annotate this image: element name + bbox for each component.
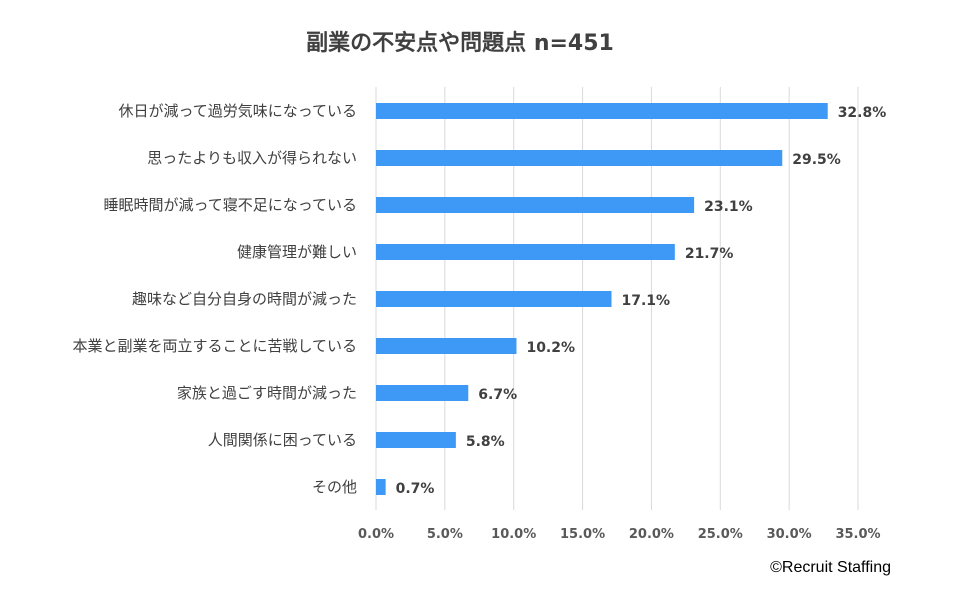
value-label: 5.8% xyxy=(466,434,505,450)
value-label: 6.7% xyxy=(478,387,517,403)
category-label: 休日が減って過労気味になっている xyxy=(118,102,357,120)
bar xyxy=(376,197,695,213)
chart-title: 副業の不安点や問題点 n=451 xyxy=(306,30,614,56)
bar xyxy=(376,244,675,260)
x-tick-label: 5.0% xyxy=(427,527,463,542)
x-tick-labels: 0.0% 5.0% 10.0% 15.0% 20.0% 25.0% 30.0% 35.0% xyxy=(358,527,881,542)
value-labels: 32.8% 29.5% 23.1% 21.7% 17.1% 10.2% 6.7% 5.8% 0.… xyxy=(396,105,887,497)
category-label: その他 xyxy=(312,478,357,496)
value-label: 32.8% xyxy=(838,105,887,121)
category-label: 本業と副業を両立することに苦戦している xyxy=(72,337,357,355)
category-label: 健康管理が難しい xyxy=(237,243,357,261)
bar xyxy=(376,479,386,495)
x-tick-label: 15.0% xyxy=(560,527,605,542)
copyright-credit: ©Recruit Staffing xyxy=(770,559,891,576)
bars xyxy=(376,103,828,495)
value-label: 29.5% xyxy=(792,152,841,168)
value-label: 21.7% xyxy=(685,246,734,262)
category-label: 家族と過ごす時間が減った xyxy=(177,384,357,402)
category-label: 思ったよりも収入が得られない xyxy=(147,149,357,167)
x-tick-label: 0.0% xyxy=(358,527,394,542)
bar xyxy=(376,338,517,354)
category-label: 睡眠時間が減って寝不足になっている xyxy=(103,196,357,214)
x-tick-label: 10.0% xyxy=(491,527,536,542)
bar xyxy=(376,385,469,401)
category-label: 人間関係に困っている xyxy=(208,431,357,449)
category-labels: 休日が減って過労気味になっている思ったよりも収入が得られない睡眠時間が減って寝不… xyxy=(72,102,357,496)
x-tick-label: 30.0% xyxy=(767,527,812,542)
value-label: 10.2% xyxy=(526,340,575,356)
value-label: 23.1% xyxy=(704,199,753,215)
bar xyxy=(376,103,828,119)
x-tick-label: 25.0% xyxy=(698,527,743,542)
bar xyxy=(376,291,612,307)
bar xyxy=(376,432,456,448)
value-label: 0.7% xyxy=(396,481,435,497)
bar xyxy=(376,150,783,166)
category-label: 趣味など自分自身の時間が減った xyxy=(132,290,357,308)
x-tick-label: 20.0% xyxy=(629,527,674,542)
value-label: 17.1% xyxy=(621,293,670,309)
x-tick-label: 35.0% xyxy=(835,527,880,542)
